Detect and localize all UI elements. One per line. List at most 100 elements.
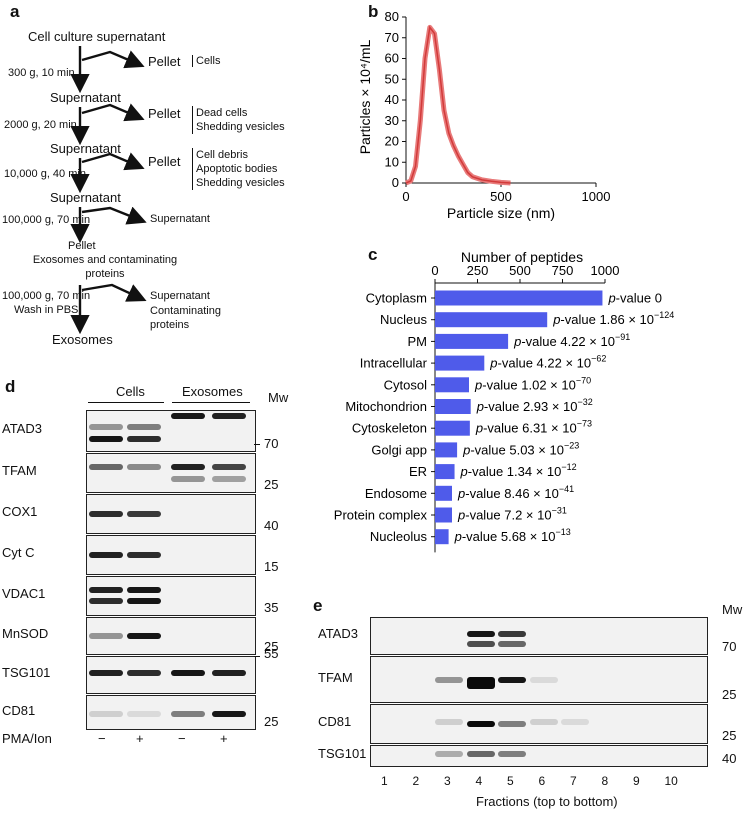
bar-pvalue-label: p-value 1.34 × 10−12 [460, 462, 577, 479]
blot-band [466, 751, 495, 757]
chart-c-xtick-label: 0 [431, 263, 438, 278]
arrow-side-1 [81, 50, 145, 69]
fraction-axis-label: Fractions (top to bottom) [476, 794, 618, 809]
flow-condition-3: 10,000 g, 40 min [4, 168, 86, 180]
blot-d-mw-tick [254, 444, 260, 445]
blot-band [561, 719, 589, 726]
flow-condition-1: 300 g, 10 min [8, 67, 75, 79]
flow-condition-2: 2000 g, 20 min [4, 119, 77, 131]
flow-condition-4: 100,000 g, 70 min [2, 214, 91, 226]
blot-band [498, 676, 526, 683]
bar-category-label: Endosome [365, 486, 427, 501]
blot-band [498, 751, 526, 757]
bar-category-label: Cytoplasm [366, 291, 427, 306]
blot-d-strip-tsg101 [86, 656, 256, 694]
bar-category-label: Cytosol [384, 377, 427, 392]
blot-d-strip-vdac1 [86, 576, 256, 616]
blot-band [171, 670, 205, 677]
size-distribution-line [405, 25, 511, 184]
chart-b-xlabel: Particle size (nm) [447, 205, 555, 221]
blot-band [127, 587, 161, 594]
chart-b-ytick-label: 50 [385, 71, 399, 86]
bar-cytosol [435, 377, 469, 393]
blot-band [89, 436, 123, 442]
size-distribution-chart: 0 10 20 30 40 50 60 70 80 0 500 1000 Particle size … [357, 9, 611, 221]
blot-band [89, 511, 123, 517]
blot-band [498, 640, 526, 647]
blot-d-strip-mnsod [86, 617, 256, 655]
blot-band [127, 436, 161, 442]
bar-pvalue-label: p-value 4.22 × 10−62 [489, 354, 606, 371]
blot-d-row-label: TSG101 [2, 665, 51, 680]
arrow-side-3 [81, 152, 145, 171]
fraction-label: 4 [475, 774, 483, 788]
bar-pm [435, 333, 509, 349]
bar-category-label: PM [408, 334, 428, 349]
blot-d-mw-label: 35 [264, 600, 279, 615]
bar-pvalue-label: p-value 6.31 × 10−73 [475, 419, 592, 436]
flow-next-2: Supernatant [50, 141, 121, 156]
arrow-side-5 [81, 283, 147, 302]
blot-d-strip-cyt-c [86, 535, 256, 575]
chart-c-title: Number of peptides [461, 249, 583, 265]
panel-d-label: d [5, 377, 16, 396]
peptide-bar-chart: Number of peptides 0 250 500 750 1000 Cytopl… [334, 249, 674, 553]
flow-next-3: Supernatant [50, 190, 121, 205]
blot-band [89, 670, 123, 677]
group-bar-cells [88, 402, 164, 403]
blot-d-mw-label: 25 [264, 477, 279, 492]
blot-d-mw-label: 15 [264, 559, 279, 574]
bar-er [435, 464, 455, 480]
bar-endosome [435, 485, 452, 501]
chart-b-ytick-label: 30 [385, 113, 399, 128]
flow-product-1: Pellet [148, 54, 181, 69]
bar-pvalue-label: p-value 2.93 × 10−32 [476, 397, 593, 414]
blot-e-row-label: CD81 [318, 714, 352, 729]
chart-b-ytick-label: 0 [392, 175, 399, 190]
chart-b-ytick-label: 20 [385, 134, 399, 149]
bar-intracellular [435, 355, 485, 371]
panel-e-label: e [313, 596, 323, 615]
fraction-label: 7 [570, 774, 577, 788]
blot-e-strip-atad3 [370, 617, 708, 655]
bar-pvalue-label: p-value 1.02 × 10−70 [474, 375, 591, 392]
blot-band [212, 670, 246, 677]
blot-e-row-label: TSG101 [318, 746, 367, 761]
panel-a-label: a [10, 2, 20, 21]
fraction-label: 10 [664, 774, 678, 788]
blot-d-mw-label: 70 [264, 436, 279, 451]
blot-band [212, 464, 246, 471]
blot-e-strip-tfam [370, 656, 708, 703]
blot-d-row-label: CD81 [2, 702, 36, 718]
blot-band [89, 552, 123, 558]
blot-d-mw-label: 40 [264, 518, 279, 533]
blot-band [89, 633, 123, 639]
blot-band [127, 511, 161, 517]
fraction-label: 2 [412, 774, 420, 788]
blot-d-strip-tfam [86, 453, 256, 493]
fraction-label: 5 [507, 774, 514, 788]
blot-band [435, 676, 463, 683]
blot-e-mw-label: 25 [722, 728, 737, 743]
bar-cytoskeleton [435, 420, 470, 436]
blot-band [498, 721, 526, 727]
arrow-side-4 [81, 206, 147, 225]
blot-band [89, 424, 123, 430]
chart-b-ytick-label: 10 [385, 154, 399, 169]
flow-final-condition-2: Wash in PBS [14, 304, 79, 316]
chart-b-xtick-label: 1000 [582, 189, 611, 204]
bar-category-label: ER [409, 464, 427, 479]
chart-b-ytick-label: 40 [385, 92, 399, 107]
blot-band [171, 464, 205, 471]
bar-category-label: Mitochondrion [345, 399, 427, 414]
bar-category-label: Nucleus [380, 312, 427, 327]
fraction-label: 9 [633, 774, 640, 788]
bar-pvalue-label: p-value 7.2 × 10−31 [457, 506, 567, 523]
blot-band [127, 633, 161, 639]
flow-notes-3: Cell debris Apoptotic bodies Shedding vesi… [192, 148, 285, 190]
flow-final-condition-1: 100,000 g, 70 min [2, 290, 91, 302]
flow-start: Cell culture supernatant [28, 29, 166, 44]
bar-pvalue-label: p-value 8.46 × 10−41 [457, 484, 574, 501]
chart-b-ytick-label: 70 [385, 30, 399, 45]
bar-golgi-app [435, 442, 458, 458]
